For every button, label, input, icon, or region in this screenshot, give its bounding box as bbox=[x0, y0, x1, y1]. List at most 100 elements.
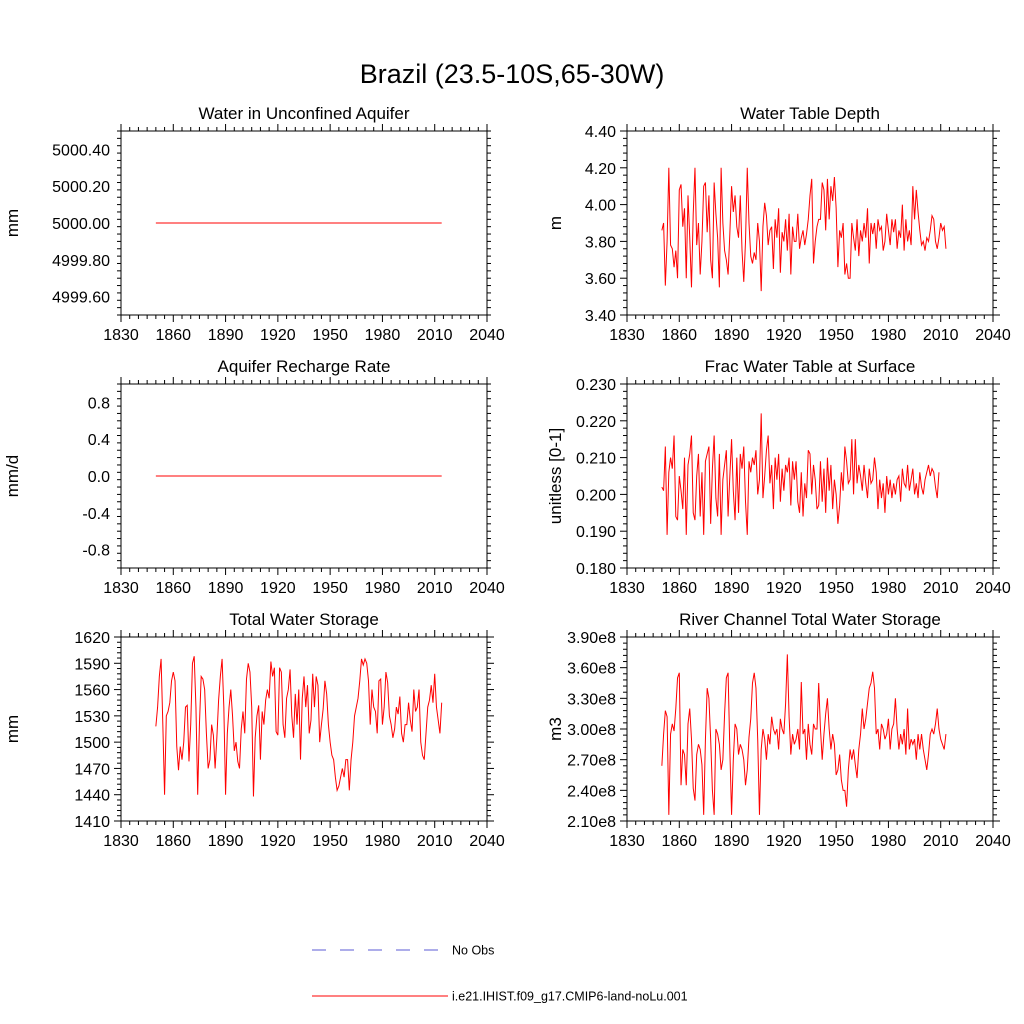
x-tick-label: 1830 bbox=[103, 327, 139, 344]
y-tick-label: 0.200 bbox=[576, 487, 616, 504]
figure-title: Brazil (23.5-10S,65-30W) bbox=[360, 59, 665, 89]
x-tick-label: 1920 bbox=[260, 580, 296, 597]
x-tick-label: 2040 bbox=[975, 580, 1011, 597]
y-tick-label: 3.40 bbox=[585, 308, 616, 325]
y-tick-label: 3.90e8 bbox=[567, 630, 616, 647]
chart-panel-4: Frac Water Table at Surface 1830 1860 1890 1… bbox=[546, 357, 1011, 597]
x-tick-label: 1980 bbox=[871, 580, 907, 597]
y-tick-label: 3.00e8 bbox=[567, 722, 616, 739]
x-tick-label: 1860 bbox=[155, 327, 191, 344]
chart-panel-2: Water Table Depth 1830 1860 1890 1920 1950 198… bbox=[546, 104, 1011, 344]
y-tick-label: 3.80 bbox=[585, 234, 616, 251]
y-tick-label: 4999.60 bbox=[52, 290, 110, 307]
x-tick-label: 1950 bbox=[818, 580, 854, 597]
plot-frame bbox=[626, 636, 994, 822]
x-tick-label: 1920 bbox=[766, 833, 802, 850]
x-tick-label: 1890 bbox=[714, 327, 750, 344]
x-tick-label: 1920 bbox=[766, 327, 802, 344]
series-line bbox=[661, 413, 940, 535]
x-tick-label: 2040 bbox=[975, 833, 1011, 850]
x-tick-label: 2010 bbox=[417, 833, 453, 850]
x-tick-label: 1950 bbox=[312, 327, 348, 344]
y-tick-label: 2.40e8 bbox=[567, 783, 616, 800]
x-tick-label: 2010 bbox=[923, 833, 959, 850]
x-tick-label: 1980 bbox=[871, 327, 907, 344]
x-tick-label: 2010 bbox=[417, 580, 453, 597]
y-tick-label: 5000.00 bbox=[52, 216, 110, 233]
legend-label-model: i.e21.IHIST.f09_g17.CMIP6-land-noLu.001 bbox=[452, 990, 688, 1004]
y-tick-label: 4.00 bbox=[585, 198, 616, 215]
chart-panel-6: River Channel Total Water Storage 1830 186… bbox=[546, 610, 1011, 850]
x-tick-label: 1890 bbox=[208, 833, 244, 850]
y-axis-label: mm bbox=[3, 209, 22, 237]
x-tick-label: 1950 bbox=[818, 327, 854, 344]
panel-title: Frac Water Table at Surface bbox=[705, 357, 916, 376]
x-tick-label: 1950 bbox=[312, 833, 348, 850]
y-tick-label: 0.190 bbox=[576, 524, 616, 541]
x-tick-label: 1920 bbox=[260, 327, 296, 344]
chart-panel-1: Water in Unconfined Aquifer 1830 1860 1890 1… bbox=[3, 104, 505, 344]
y-tick-label: 2.10e8 bbox=[567, 814, 616, 831]
y-tick-label: 3.60 bbox=[585, 271, 616, 288]
y-tick-label: 0.230 bbox=[576, 377, 616, 394]
panel-title: Water in Unconfined Aquifer bbox=[198, 104, 409, 123]
y-axis-label: m bbox=[546, 216, 565, 230]
y-tick-label: 4.40 bbox=[585, 124, 616, 141]
x-tick-label: 1830 bbox=[609, 580, 645, 597]
y-tick-label: 1500 bbox=[74, 735, 110, 752]
x-tick-label: 1890 bbox=[714, 580, 750, 597]
x-tick-label: 1980 bbox=[365, 327, 401, 344]
x-tick-label: 1830 bbox=[609, 327, 645, 344]
x-tick-label: 1830 bbox=[103, 580, 139, 597]
panel-title: Aquifer Recharge Rate bbox=[218, 357, 391, 376]
x-tick-label: 1890 bbox=[208, 580, 244, 597]
x-tick-label: 1830 bbox=[609, 833, 645, 850]
y-tick-label: 0.210 bbox=[576, 451, 616, 468]
y-tick-label: 0.180 bbox=[576, 561, 616, 578]
x-tick-label: 1830 bbox=[103, 833, 139, 850]
y-tick-label: 1470 bbox=[74, 761, 110, 778]
series-line bbox=[661, 654, 947, 815]
x-tick-label: 1950 bbox=[312, 580, 348, 597]
y-tick-label: 3.60e8 bbox=[567, 661, 616, 678]
x-tick-label: 1860 bbox=[155, 833, 191, 850]
x-tick-label: 2040 bbox=[469, 580, 505, 597]
x-tick-label: 2010 bbox=[923, 327, 959, 344]
x-tick-label: 1980 bbox=[365, 833, 401, 850]
y-tick-label: 1530 bbox=[74, 709, 110, 726]
y-tick-label: 4.20 bbox=[585, 161, 616, 178]
y-tick-label: 1410 bbox=[74, 814, 110, 831]
x-tick-label: 1860 bbox=[155, 580, 191, 597]
y-tick-label: 0.220 bbox=[576, 414, 616, 431]
x-tick-label: 1980 bbox=[365, 580, 401, 597]
y-axis-label: unitless [0-1] bbox=[546, 428, 565, 524]
y-tick-label: 5000.40 bbox=[52, 142, 110, 159]
y-tick-label: 1560 bbox=[74, 683, 110, 700]
x-tick-label: 1950 bbox=[818, 833, 854, 850]
plot-frame bbox=[626, 130, 994, 316]
series-line bbox=[155, 656, 443, 797]
y-axis-label: mm/d bbox=[3, 455, 22, 498]
x-tick-label: 2010 bbox=[923, 580, 959, 597]
panel-title: Total Water Storage bbox=[229, 610, 379, 629]
y-tick-label: 5000.20 bbox=[52, 179, 110, 196]
x-tick-label: 1860 bbox=[661, 580, 697, 597]
x-tick-label: 1920 bbox=[260, 833, 296, 850]
chart-panel-3: Aquifer Recharge Rate 1830 1860 1890 1920 195… bbox=[3, 357, 505, 597]
y-tick-label: -0.8 bbox=[82, 543, 110, 560]
series-line bbox=[661, 167, 947, 292]
legend-label-no-obs: No Obs bbox=[452, 944, 494, 958]
y-tick-label: 0.4 bbox=[88, 432, 110, 449]
x-tick-label: 2040 bbox=[975, 327, 1011, 344]
x-tick-label: 2010 bbox=[417, 327, 453, 344]
x-tick-label: 1860 bbox=[661, 833, 697, 850]
plot-frame bbox=[626, 383, 994, 569]
x-tick-label: 1920 bbox=[766, 580, 802, 597]
y-axis-label: mm bbox=[3, 715, 22, 743]
x-tick-label: 1890 bbox=[208, 327, 244, 344]
y-tick-label: 1590 bbox=[74, 656, 110, 673]
x-tick-label: 2040 bbox=[469, 833, 505, 850]
panel-title: River Channel Total Water Storage bbox=[679, 610, 941, 629]
x-tick-label: 1980 bbox=[871, 833, 907, 850]
